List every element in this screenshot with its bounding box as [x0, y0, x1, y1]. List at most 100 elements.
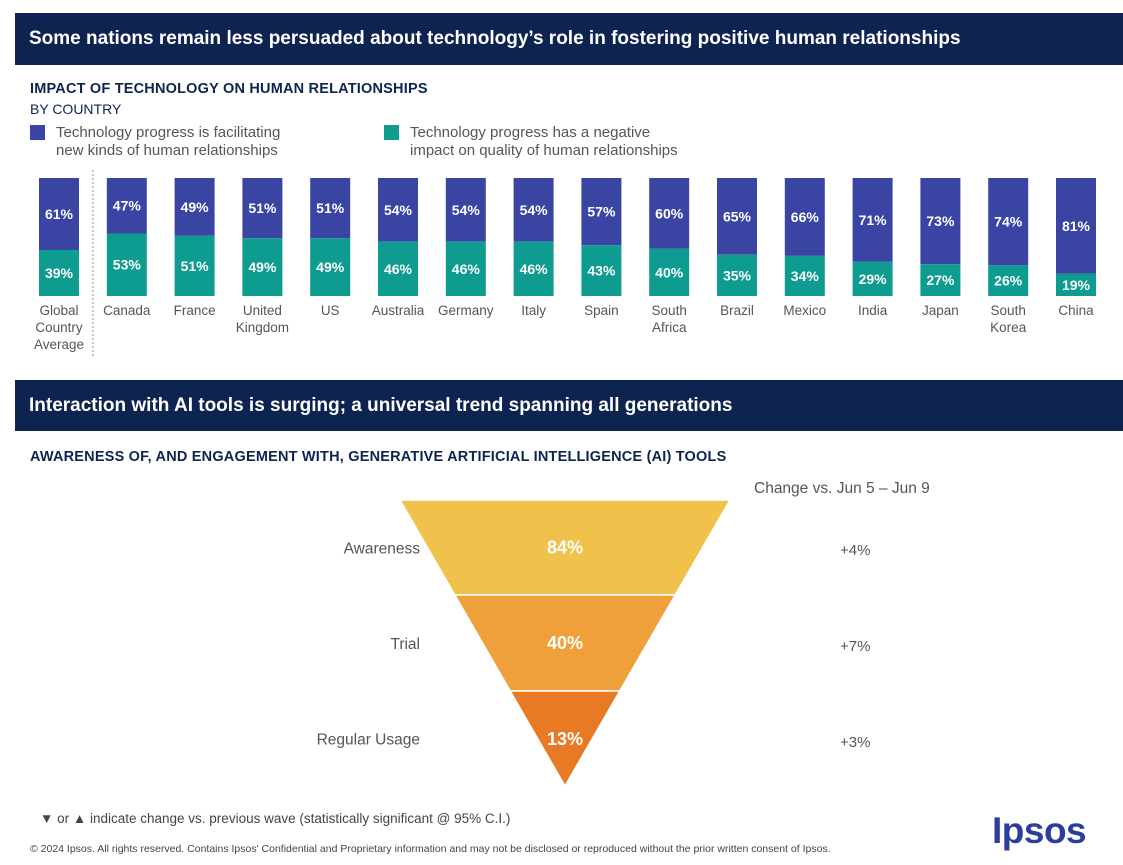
- bar-negative-india: [852, 261, 893, 296]
- value-label-negative-india: 29%: [859, 271, 888, 287]
- value-label-negative-canada: 53%: [113, 257, 142, 273]
- bar-facilitating-south-korea: [988, 178, 1029, 266]
- category-label-south-africa: South Africa: [652, 303, 687, 335]
- bar-negative-canada: [106, 233, 147, 296]
- category-label-germany: Germany: [438, 303, 494, 318]
- country-stacked-bar-chart: 61% 39% Global Country Average 47% 53% Canada 49…: [34, 170, 1096, 358]
- funnel-label-trial: Trial: [390, 636, 420, 653]
- legend-label-facilitating: Technology progress is facilitating new …: [56, 124, 281, 159]
- value-label-facilitating-south-korea: 74%: [994, 214, 1023, 230]
- bar-negative-germany: [445, 241, 486, 296]
- bar-facilitating-canada: [106, 178, 147, 234]
- legend-swatch-facilitating: [30, 125, 45, 140]
- bar-facilitating-brazil: [717, 178, 757, 255]
- category-label-south-korea: South Korea: [990, 303, 1027, 335]
- bar-negative-japan: [920, 264, 961, 296]
- category-label-united-kingdom: United Kingdom: [236, 303, 289, 335]
- chart-subtitle-impact: BY COUNTRY: [30, 101, 122, 117]
- bar-facilitating-germany: [445, 178, 486, 242]
- funnel-label-regular-usage: Regular Usage: [317, 732, 420, 749]
- ipsos-logo: Ipsos: [992, 810, 1087, 851]
- legend-swatch-negative: [384, 125, 399, 140]
- value-label-facilitating-south-africa: 60%: [655, 205, 684, 221]
- funnel-label-awareness: Awareness: [344, 541, 421, 558]
- category-label-canada: Canada: [103, 303, 151, 318]
- value-label-facilitating-canada: 47%: [113, 198, 142, 214]
- value-label-negative-japan: 27%: [926, 272, 955, 288]
- funnel-value-regular-usage: 13%: [547, 729, 583, 749]
- change-value-awareness: +4%: [840, 542, 871, 559]
- value-label-negative-australia: 46%: [384, 261, 413, 277]
- value-label-facilitating-brazil: 65%: [723, 208, 752, 224]
- bar-facilitating-italy: [513, 178, 554, 242]
- value-label-negative-france: 51%: [181, 258, 210, 274]
- copyright: © 2024 Ipsos. All rights reserved. Conta…: [30, 843, 831, 855]
- bar-negative-us: [310, 238, 351, 296]
- funnel-value-trial: 40%: [547, 633, 583, 653]
- bar-negative-united-kingdom: [242, 238, 283, 296]
- section-banner-ai-text: Interaction with AI tools is surging; a …: [29, 394, 733, 416]
- value-label-negative-italy: 46%: [520, 261, 549, 277]
- bar-negative-france: [174, 235, 215, 296]
- bar-facilitating-united-kingdom: [242, 178, 283, 239]
- ai-funnel-chart: 84% Awareness 40% Trial 13% Regular Usage: [317, 499, 732, 788]
- section-banner-ai: Interaction with AI tools is surging; a …: [15, 380, 1123, 431]
- change-header: Change vs. Jun 5 – Jun 9: [754, 480, 930, 497]
- chart-title-impact: IMPACT OF TECHNOLOGY ON HUMAN RELATIONSH…: [30, 81, 428, 97]
- bar-facilitating-mexico: [784, 178, 825, 256]
- bar-negative-brazil: [717, 254, 757, 296]
- footnote: ▼ or ▲ indicate change vs. previous wave…: [40, 811, 511, 826]
- bar-facilitating-south-africa: [649, 178, 690, 249]
- value-label-facilitating-australia: 54%: [384, 202, 413, 218]
- value-label-negative-germany: 46%: [452, 261, 481, 277]
- category-label-us: US: [321, 303, 340, 318]
- bar-negative-south-korea: [988, 265, 1029, 296]
- bar-negative-global-country-average: [39, 249, 79, 296]
- section-banner-tech-text: Some nations remain less persuaded about…: [29, 28, 961, 49]
- category-label-global-country-average: Global Country Average: [34, 303, 84, 352]
- chart-title-ai: AWARENESS OF, AND ENGAGEMENT WITH, GENER…: [30, 449, 727, 465]
- category-label-italy: Italy: [521, 303, 546, 318]
- category-label-spain: Spain: [584, 303, 619, 318]
- bar-facilitating-india: [852, 178, 893, 262]
- bar-facilitating-us: [310, 178, 351, 239]
- legend-item-negative: Technology progress has a negative impac…: [384, 124, 678, 160]
- value-label-negative-spain: 43%: [587, 263, 616, 279]
- value-label-facilitating-france: 49%: [181, 199, 210, 215]
- legend-item-facilitating: Technology progress is facilitating new …: [30, 124, 280, 160]
- bar-negative-spain: [581, 245, 622, 296]
- category-label-mexico: Mexico: [783, 303, 826, 318]
- value-label-negative-south-africa: 40%: [655, 264, 684, 280]
- value-label-facilitating-united-kingdom: 51%: [248, 200, 277, 216]
- value-label-facilitating-us: 51%: [316, 200, 345, 216]
- value-label-facilitating-japan: 73%: [926, 213, 955, 229]
- bar-negative-south-africa: [649, 248, 690, 296]
- category-label-australia: Australia: [372, 303, 425, 318]
- change-value-regular-usage: +3%: [840, 734, 871, 751]
- category-label-brazil: Brazil: [720, 303, 754, 318]
- value-label-negative-china: 19%: [1062, 277, 1091, 293]
- bar-facilitating-spain: [581, 178, 622, 246]
- value-label-facilitating-china: 81%: [1062, 218, 1091, 234]
- bar-facilitating-australia: [378, 178, 418, 242]
- value-label-negative-us: 49%: [316, 259, 345, 275]
- bar-negative-china: [1056, 273, 1096, 296]
- value-label-negative-mexico: 34%: [791, 268, 820, 284]
- bar-negative-australia: [378, 241, 418, 296]
- category-label-japan: Japan: [922, 303, 959, 318]
- category-label-china: China: [1058, 303, 1094, 318]
- value-label-negative-united-kingdom: 49%: [248, 259, 277, 275]
- value-label-facilitating-global-country-average: 61%: [45, 206, 74, 222]
- category-label-france: France: [174, 303, 216, 318]
- legend-label-negative: Technology progress has a negative impac…: [410, 124, 678, 159]
- value-label-facilitating-italy: 54%: [520, 202, 549, 218]
- value-label-facilitating-india: 71%: [859, 212, 888, 228]
- value-label-facilitating-spain: 57%: [587, 204, 616, 220]
- funnel-value-awareness: 84%: [547, 538, 583, 558]
- value-label-negative-brazil: 35%: [723, 267, 752, 283]
- bar-facilitating-china: [1056, 178, 1096, 274]
- funnel-stage-regular-usage: [508, 690, 622, 788]
- value-label-negative-south-korea: 26%: [994, 273, 1023, 289]
- bar-facilitating-japan: [920, 178, 961, 265]
- bar-facilitating-france: [174, 178, 215, 236]
